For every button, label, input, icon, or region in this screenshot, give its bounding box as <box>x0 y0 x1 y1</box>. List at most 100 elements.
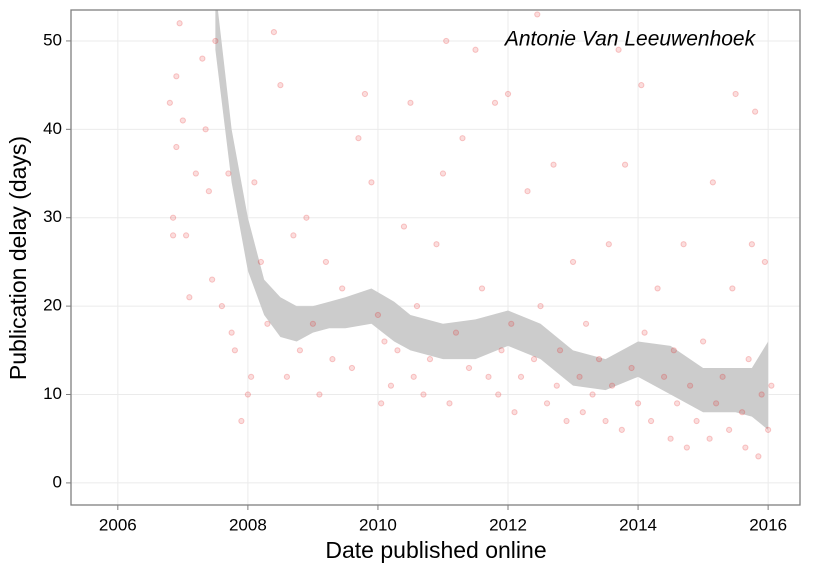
x-tick-label: 2014 <box>619 515 657 534</box>
point <box>209 276 216 283</box>
point <box>443 37 450 45</box>
point <box>426 356 434 363</box>
point <box>517 373 525 380</box>
point <box>452 329 460 336</box>
point <box>758 391 765 398</box>
point <box>579 409 586 416</box>
point <box>768 382 775 389</box>
point <box>534 11 541 18</box>
point <box>608 382 616 389</box>
point <box>726 426 733 433</box>
point <box>303 214 310 221</box>
point <box>361 90 369 98</box>
point <box>251 179 258 186</box>
point <box>693 417 700 425</box>
point <box>550 161 557 168</box>
point <box>169 232 177 239</box>
point <box>329 356 336 363</box>
point <box>686 382 694 389</box>
point <box>615 46 622 53</box>
point <box>491 99 499 106</box>
point <box>238 417 245 425</box>
point <box>368 179 375 186</box>
x-tick-label: 2008 <box>229 515 267 534</box>
point <box>485 373 492 380</box>
point <box>602 417 609 425</box>
point <box>706 435 713 442</box>
point <box>742 444 749 451</box>
point <box>621 161 629 168</box>
point <box>322 258 330 266</box>
point <box>433 241 440 248</box>
point <box>765 426 772 433</box>
point <box>465 364 473 372</box>
point <box>413 303 421 310</box>
point <box>296 347 304 354</box>
point <box>381 338 388 345</box>
plot-area <box>71 10 800 505</box>
point <box>186 294 193 301</box>
point <box>231 347 238 354</box>
point <box>478 285 486 292</box>
point <box>641 329 648 336</box>
point <box>446 400 453 407</box>
point <box>205 188 212 195</box>
point <box>605 241 612 248</box>
y-tick-label: 20 <box>43 296 62 315</box>
point <box>472 46 479 53</box>
smooth-band <box>215 10 769 430</box>
point <box>524 188 531 195</box>
point <box>495 391 502 398</box>
point <box>748 241 755 248</box>
point <box>582 320 590 327</box>
point <box>309 320 317 327</box>
point <box>654 285 661 292</box>
point <box>290 232 297 239</box>
point <box>407 99 414 106</box>
point <box>752 108 759 115</box>
point <box>439 170 447 177</box>
point <box>283 373 291 380</box>
point <box>169 214 177 221</box>
point <box>673 400 681 407</box>
point <box>589 391 596 398</box>
point <box>183 232 190 239</box>
point <box>400 223 408 230</box>
point <box>755 453 762 460</box>
point <box>348 364 356 372</box>
point <box>569 258 577 266</box>
point <box>277 82 284 89</box>
point <box>667 435 674 442</box>
point <box>537 303 544 310</box>
point <box>498 347 505 354</box>
point <box>508 320 515 327</box>
point <box>212 37 219 45</box>
annotation: Antonie Van Leeuwenhoek <box>503 28 757 51</box>
point <box>680 241 687 248</box>
point <box>179 117 186 124</box>
point <box>166 99 173 106</box>
point <box>719 373 726 380</box>
point <box>355 135 362 142</box>
point <box>709 179 716 186</box>
point <box>729 285 736 292</box>
point <box>543 400 551 407</box>
point <box>556 347 564 354</box>
y-tick-label: 10 <box>43 384 62 403</box>
point <box>511 409 518 416</box>
point <box>173 143 180 151</box>
point <box>378 400 385 407</box>
point <box>638 82 645 89</box>
point <box>732 90 739 98</box>
point <box>387 382 395 389</box>
x-tick-label: 2012 <box>489 515 527 534</box>
point <box>647 417 655 425</box>
y-tick-label: 40 <box>43 119 62 138</box>
point <box>199 55 206 62</box>
point <box>745 356 752 363</box>
point <box>660 373 668 380</box>
y-tick-label: 50 <box>43 30 62 49</box>
point <box>270 28 277 36</box>
point <box>374 311 382 319</box>
